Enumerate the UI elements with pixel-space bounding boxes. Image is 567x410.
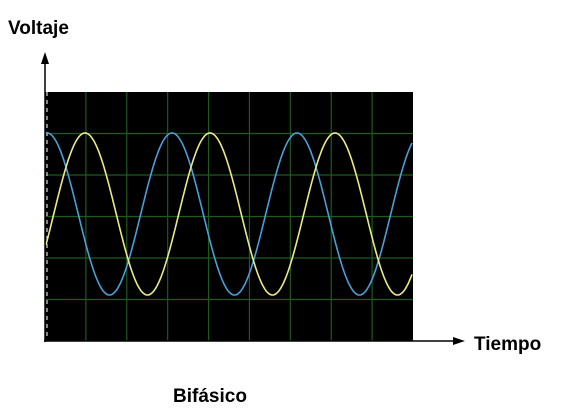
- x-axis-arrow: [453, 337, 465, 345]
- caption: Bifásico: [173, 386, 247, 407]
- y-axis-arrow: [41, 52, 49, 64]
- wave-phase-2: [45, 132, 413, 296]
- wave-phase-1: [45, 132, 413, 296]
- grid: [45, 92, 413, 341]
- x-axis-label: Tiempo: [474, 334, 541, 355]
- y-axis-label: Voltaje: [8, 18, 69, 39]
